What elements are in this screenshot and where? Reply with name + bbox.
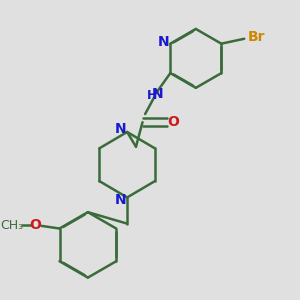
Text: N: N <box>115 122 126 136</box>
Text: O: O <box>167 115 179 129</box>
Text: N: N <box>115 193 126 207</box>
Text: O: O <box>29 218 41 232</box>
Text: N: N <box>152 87 163 101</box>
Text: Br: Br <box>248 30 266 44</box>
Text: H: H <box>147 88 158 101</box>
Text: N: N <box>157 35 169 49</box>
Text: CH₃: CH₃ <box>0 219 23 232</box>
